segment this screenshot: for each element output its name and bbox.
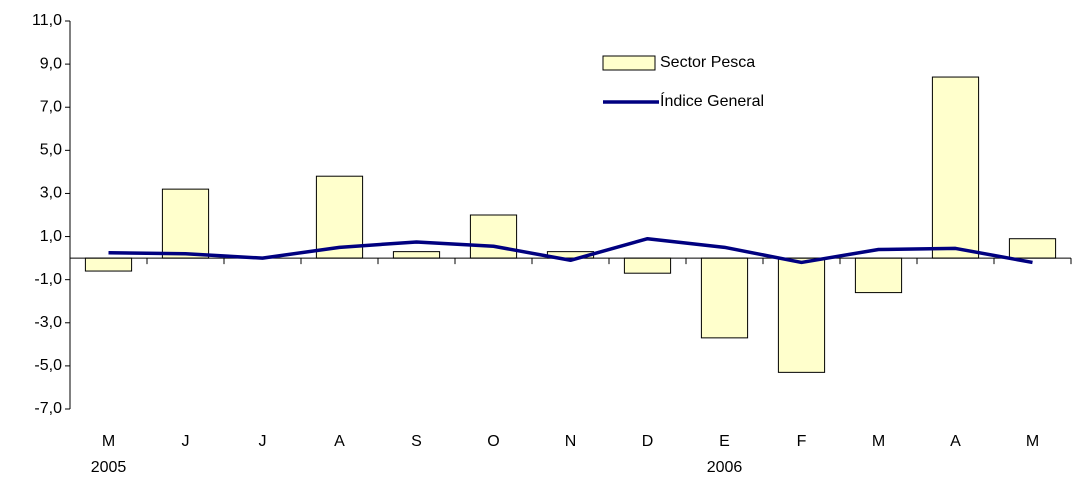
y-tick-label: -7,0 (34, 400, 62, 417)
bar (700, 257, 749, 339)
x-tick-label: F (797, 433, 807, 450)
y-tick-label: -1,0 (34, 271, 62, 288)
bar (777, 257, 826, 373)
bar (84, 257, 133, 272)
x-tick-label: M (1026, 433, 1039, 450)
x-tick-label: A (950, 433, 961, 450)
bar (161, 188, 210, 259)
bar (931, 76, 980, 259)
x-tick-label: J (182, 433, 190, 450)
y-tick-label: 3,0 (40, 185, 62, 202)
x-tick-label: E (719, 433, 730, 450)
x-tick-label: J (259, 433, 267, 450)
y-tick-label: 7,0 (40, 98, 62, 115)
bar (623, 257, 672, 274)
x-tick-label: M (872, 433, 885, 450)
year-label: 2006 (707, 459, 743, 476)
bar (315, 175, 364, 259)
y-tick-label: 11,0 (32, 12, 62, 29)
y-tick-label: 9,0 (40, 55, 62, 72)
legend-label: Índice General (660, 91, 764, 110)
year-label: 2005 (91, 459, 127, 476)
bar (469, 214, 518, 259)
x-tick-label: M (102, 433, 115, 450)
x-tick-label: A (334, 433, 345, 450)
legend-label: Sector Pesca (660, 54, 755, 71)
y-tick-label: -5,0 (34, 357, 62, 374)
bar (392, 251, 441, 259)
y-tick-label: -3,0 (34, 314, 62, 331)
legend-swatch (602, 55, 656, 71)
x-tick-label: O (487, 433, 499, 450)
y-tick-label: 1,0 (40, 228, 62, 245)
x-tick-label: D (642, 433, 654, 450)
bar (854, 257, 903, 294)
y-tick-label: 5,0 (40, 142, 62, 159)
line (108, 236, 1033, 265)
x-tick-label: S (411, 433, 422, 450)
bar (1008, 238, 1057, 259)
x-tick-label: N (565, 433, 577, 450)
